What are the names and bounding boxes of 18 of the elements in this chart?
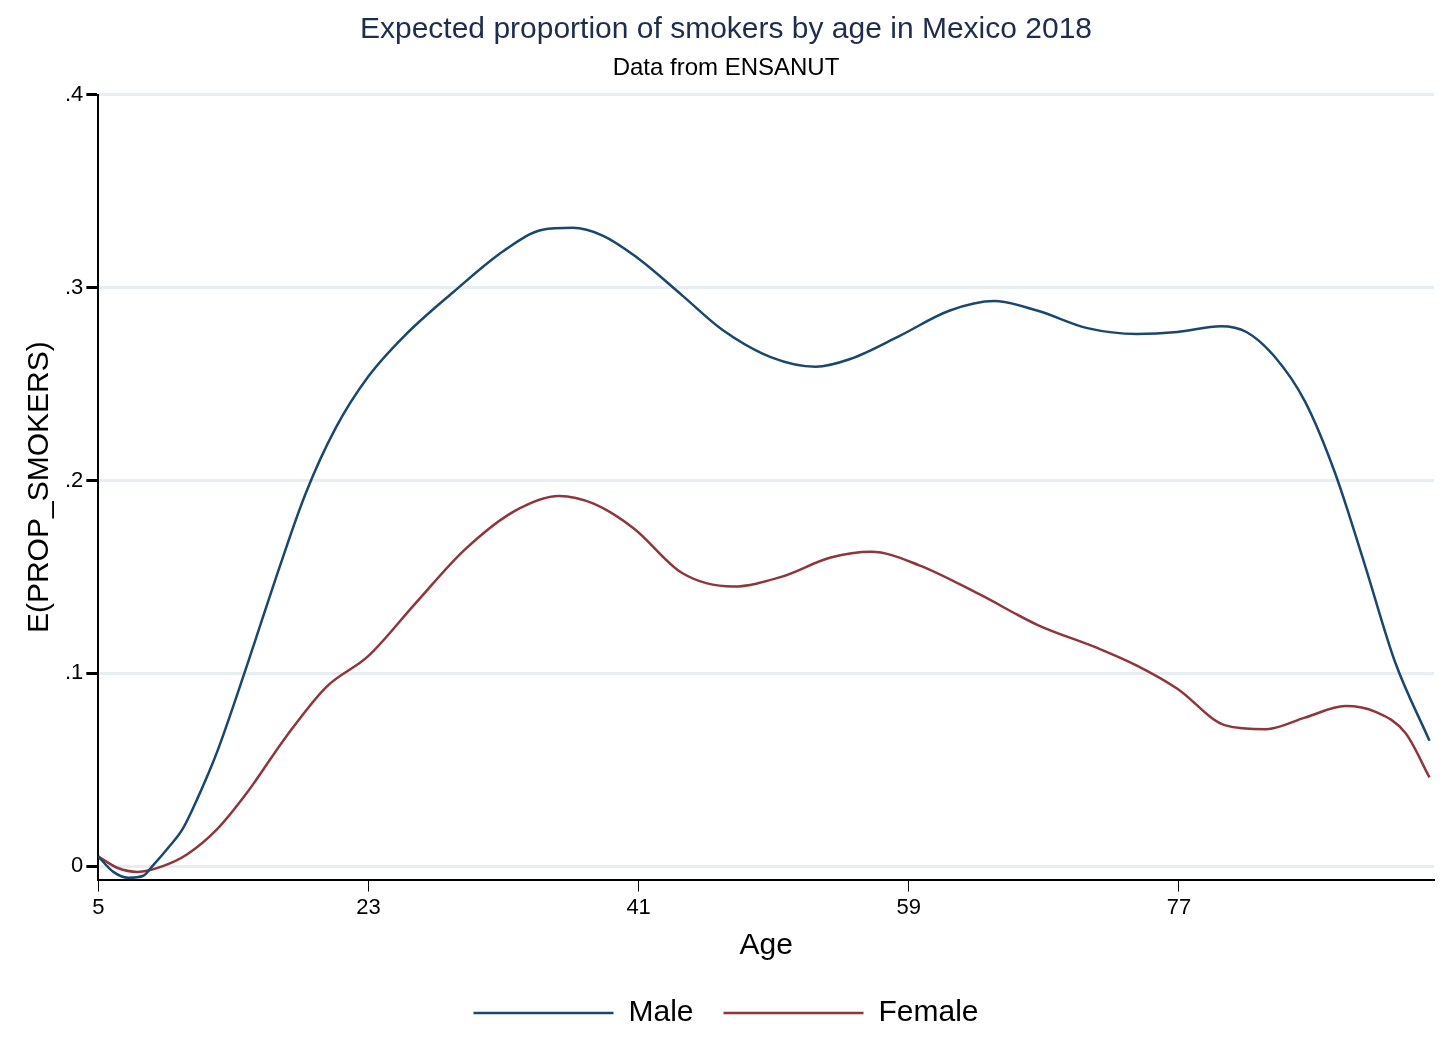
y-tick-label: .4 [64, 80, 84, 106]
y-tick-label: .2 [64, 466, 84, 492]
line-series [98, 226, 1431, 879]
chart-title: Expected proportion of smokers by age in Mexico 2018 [359, 11, 1093, 45]
y-axis-title: E(PROP_SMOKERS) [21, 341, 55, 634]
legend-label: Male [628, 994, 694, 1028]
x-tick-label: 23 [356, 893, 381, 919]
x-tick-label: 41 [626, 893, 651, 919]
x-axis-title: Age [739, 927, 793, 961]
x-tick-label: 59 [896, 893, 921, 919]
y-tick-label: .1 [64, 659, 84, 685]
line-series [98, 494, 1431, 874]
y-tick-label: .3 [64, 273, 84, 299]
legend-label: Female [878, 994, 979, 1028]
y-tick-label: 0 [71, 852, 84, 878]
x-tick-label: 77 [1166, 893, 1192, 919]
x-tick-label: 5 [92, 893, 105, 919]
chart-subtitle: Data from ENSANUT [612, 53, 840, 81]
